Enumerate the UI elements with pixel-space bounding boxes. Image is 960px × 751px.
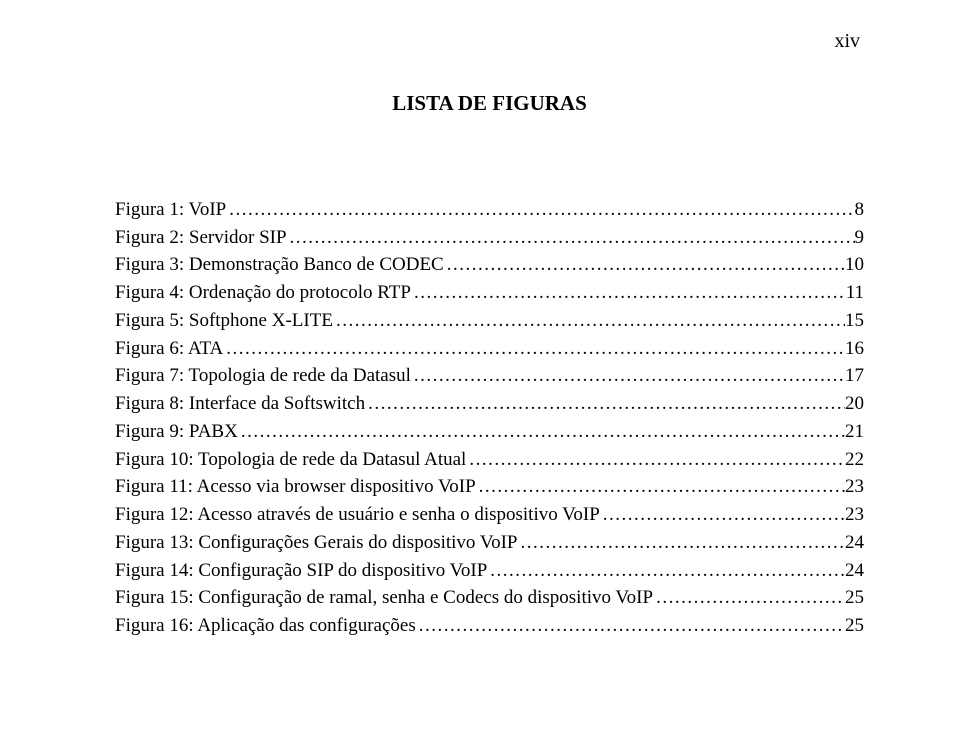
dot-leader: ........................................…: [333, 307, 845, 335]
figure-entry-page: 21: [845, 418, 864, 446]
figure-entry: Figura 11: Acesso via browser dispositiv…: [115, 473, 864, 501]
figure-entry-page: 15: [845, 307, 864, 335]
figure-entry-label: Figura 13: Configurações Gerais do dispo…: [115, 529, 518, 557]
dot-leader: ........................................…: [223, 335, 845, 363]
figure-entry-label: Figura 5: Softphone X-LITE: [115, 307, 333, 335]
figure-entry-label: Figura 4: Ordenação do protocolo RTP: [115, 279, 411, 307]
page-container: xiv LISTA DE FIGURAS Figura 1: VoIP.....…: [0, 0, 960, 751]
figure-entry: Figura 13: Configurações Gerais do dispo…: [115, 529, 864, 557]
figure-entry-page: 8: [855, 196, 865, 224]
dot-leader: ........................................…: [466, 446, 845, 474]
dot-leader: ........................................…: [444, 251, 845, 279]
figure-entry: Figura 3: Demonstração Banco de CODEC...…: [115, 251, 864, 279]
figure-entry: Figura 2: Servidor SIP..................…: [115, 224, 864, 252]
figure-entry-page: 10: [845, 251, 864, 279]
figure-entry-page: 25: [845, 612, 864, 640]
figure-entry: Figura 10: Topologia de rede da Datasul …: [115, 446, 864, 474]
figure-entry-label: Figura 9: PABX: [115, 418, 238, 446]
figure-entry-label: Figura 15: Configuração de ramal, senha …: [115, 584, 653, 612]
figure-entry: Figura 14: Configuração SIP do dispositi…: [115, 557, 864, 585]
figure-entry-page: 20: [845, 390, 864, 418]
figure-entry-label: Figura 11: Acesso via browser dispositiv…: [115, 473, 476, 501]
figure-entry-label: Figura 3: Demonstração Banco de CODEC: [115, 251, 444, 279]
figure-entry-page: 16: [845, 335, 864, 363]
figure-entry: Figura 4: Ordenação do protocolo RTP....…: [115, 279, 864, 307]
figure-entry-label: Figura 2: Servidor SIP: [115, 224, 287, 252]
figure-entry-label: Figura 6: ATA: [115, 335, 223, 363]
dot-leader: ........................................…: [600, 501, 845, 529]
list-of-figures-heading: LISTA DE FIGURAS: [115, 91, 864, 116]
figure-entry-label: Figura 7: Topologia de rede da Datasul: [115, 362, 411, 390]
dot-leader: ........................................…: [411, 279, 846, 307]
dot-leader: ........................................…: [365, 390, 845, 418]
figure-entry: Figura 15: Configuração de ramal, senha …: [115, 584, 864, 612]
figure-entry-page: 23: [845, 501, 864, 529]
figure-entry: Figura 12: Acesso através de usuário e s…: [115, 501, 864, 529]
figure-entries-list: Figura 1: VoIP..........................…: [115, 196, 864, 640]
dot-leader: ........................................…: [518, 529, 846, 557]
figure-entry-label: Figura 12: Acesso através de usuário e s…: [115, 501, 600, 529]
figure-entry-page: 24: [845, 529, 864, 557]
figure-entry-page: 17: [845, 362, 864, 390]
figure-entry-page: 22: [845, 446, 864, 474]
dot-leader: ........................................…: [416, 612, 845, 640]
figure-entry: Figura 7: Topologia de rede da Datasul..…: [115, 362, 864, 390]
figure-entry: Figura 1: VoIP..........................…: [115, 196, 864, 224]
figure-entry: Figura 5: Softphone X-LITE..............…: [115, 307, 864, 335]
figure-entry-page: 9: [855, 224, 865, 252]
figure-entry: Figura 6: ATA...........................…: [115, 335, 864, 363]
figure-entry-page: 25: [845, 584, 864, 612]
figure-entry-label: Figura 16: Aplicação das configurações: [115, 612, 416, 640]
dot-leader: ........................................…: [226, 196, 854, 224]
figure-entry-page: 24: [845, 557, 864, 585]
dot-leader: ........................................…: [653, 584, 845, 612]
figure-entry-label: Figura 14: Configuração SIP do dispositi…: [115, 557, 487, 585]
dot-leader: ........................................…: [487, 557, 845, 585]
figure-entry: Figura 16: Aplicação das configurações..…: [115, 612, 864, 640]
figure-entry-page: 11: [846, 279, 864, 307]
figure-entry-label: Figura 8: Interface da Softswitch: [115, 390, 365, 418]
figure-entry-page: 23: [845, 473, 864, 501]
figure-entry-label: Figura 10: Topologia de rede da Datasul …: [115, 446, 466, 474]
dot-leader: ........................................…: [476, 473, 845, 501]
dot-leader: ........................................…: [411, 362, 845, 390]
page-number: xiv: [115, 30, 864, 53]
dot-leader: ........................................…: [287, 224, 855, 252]
figure-entry: Figura 9: PABX..........................…: [115, 418, 864, 446]
dot-leader: ........................................…: [238, 418, 845, 446]
figure-entry: Figura 8: Interface da Softswitch.......…: [115, 390, 864, 418]
figure-entry-label: Figura 1: VoIP: [115, 196, 226, 224]
